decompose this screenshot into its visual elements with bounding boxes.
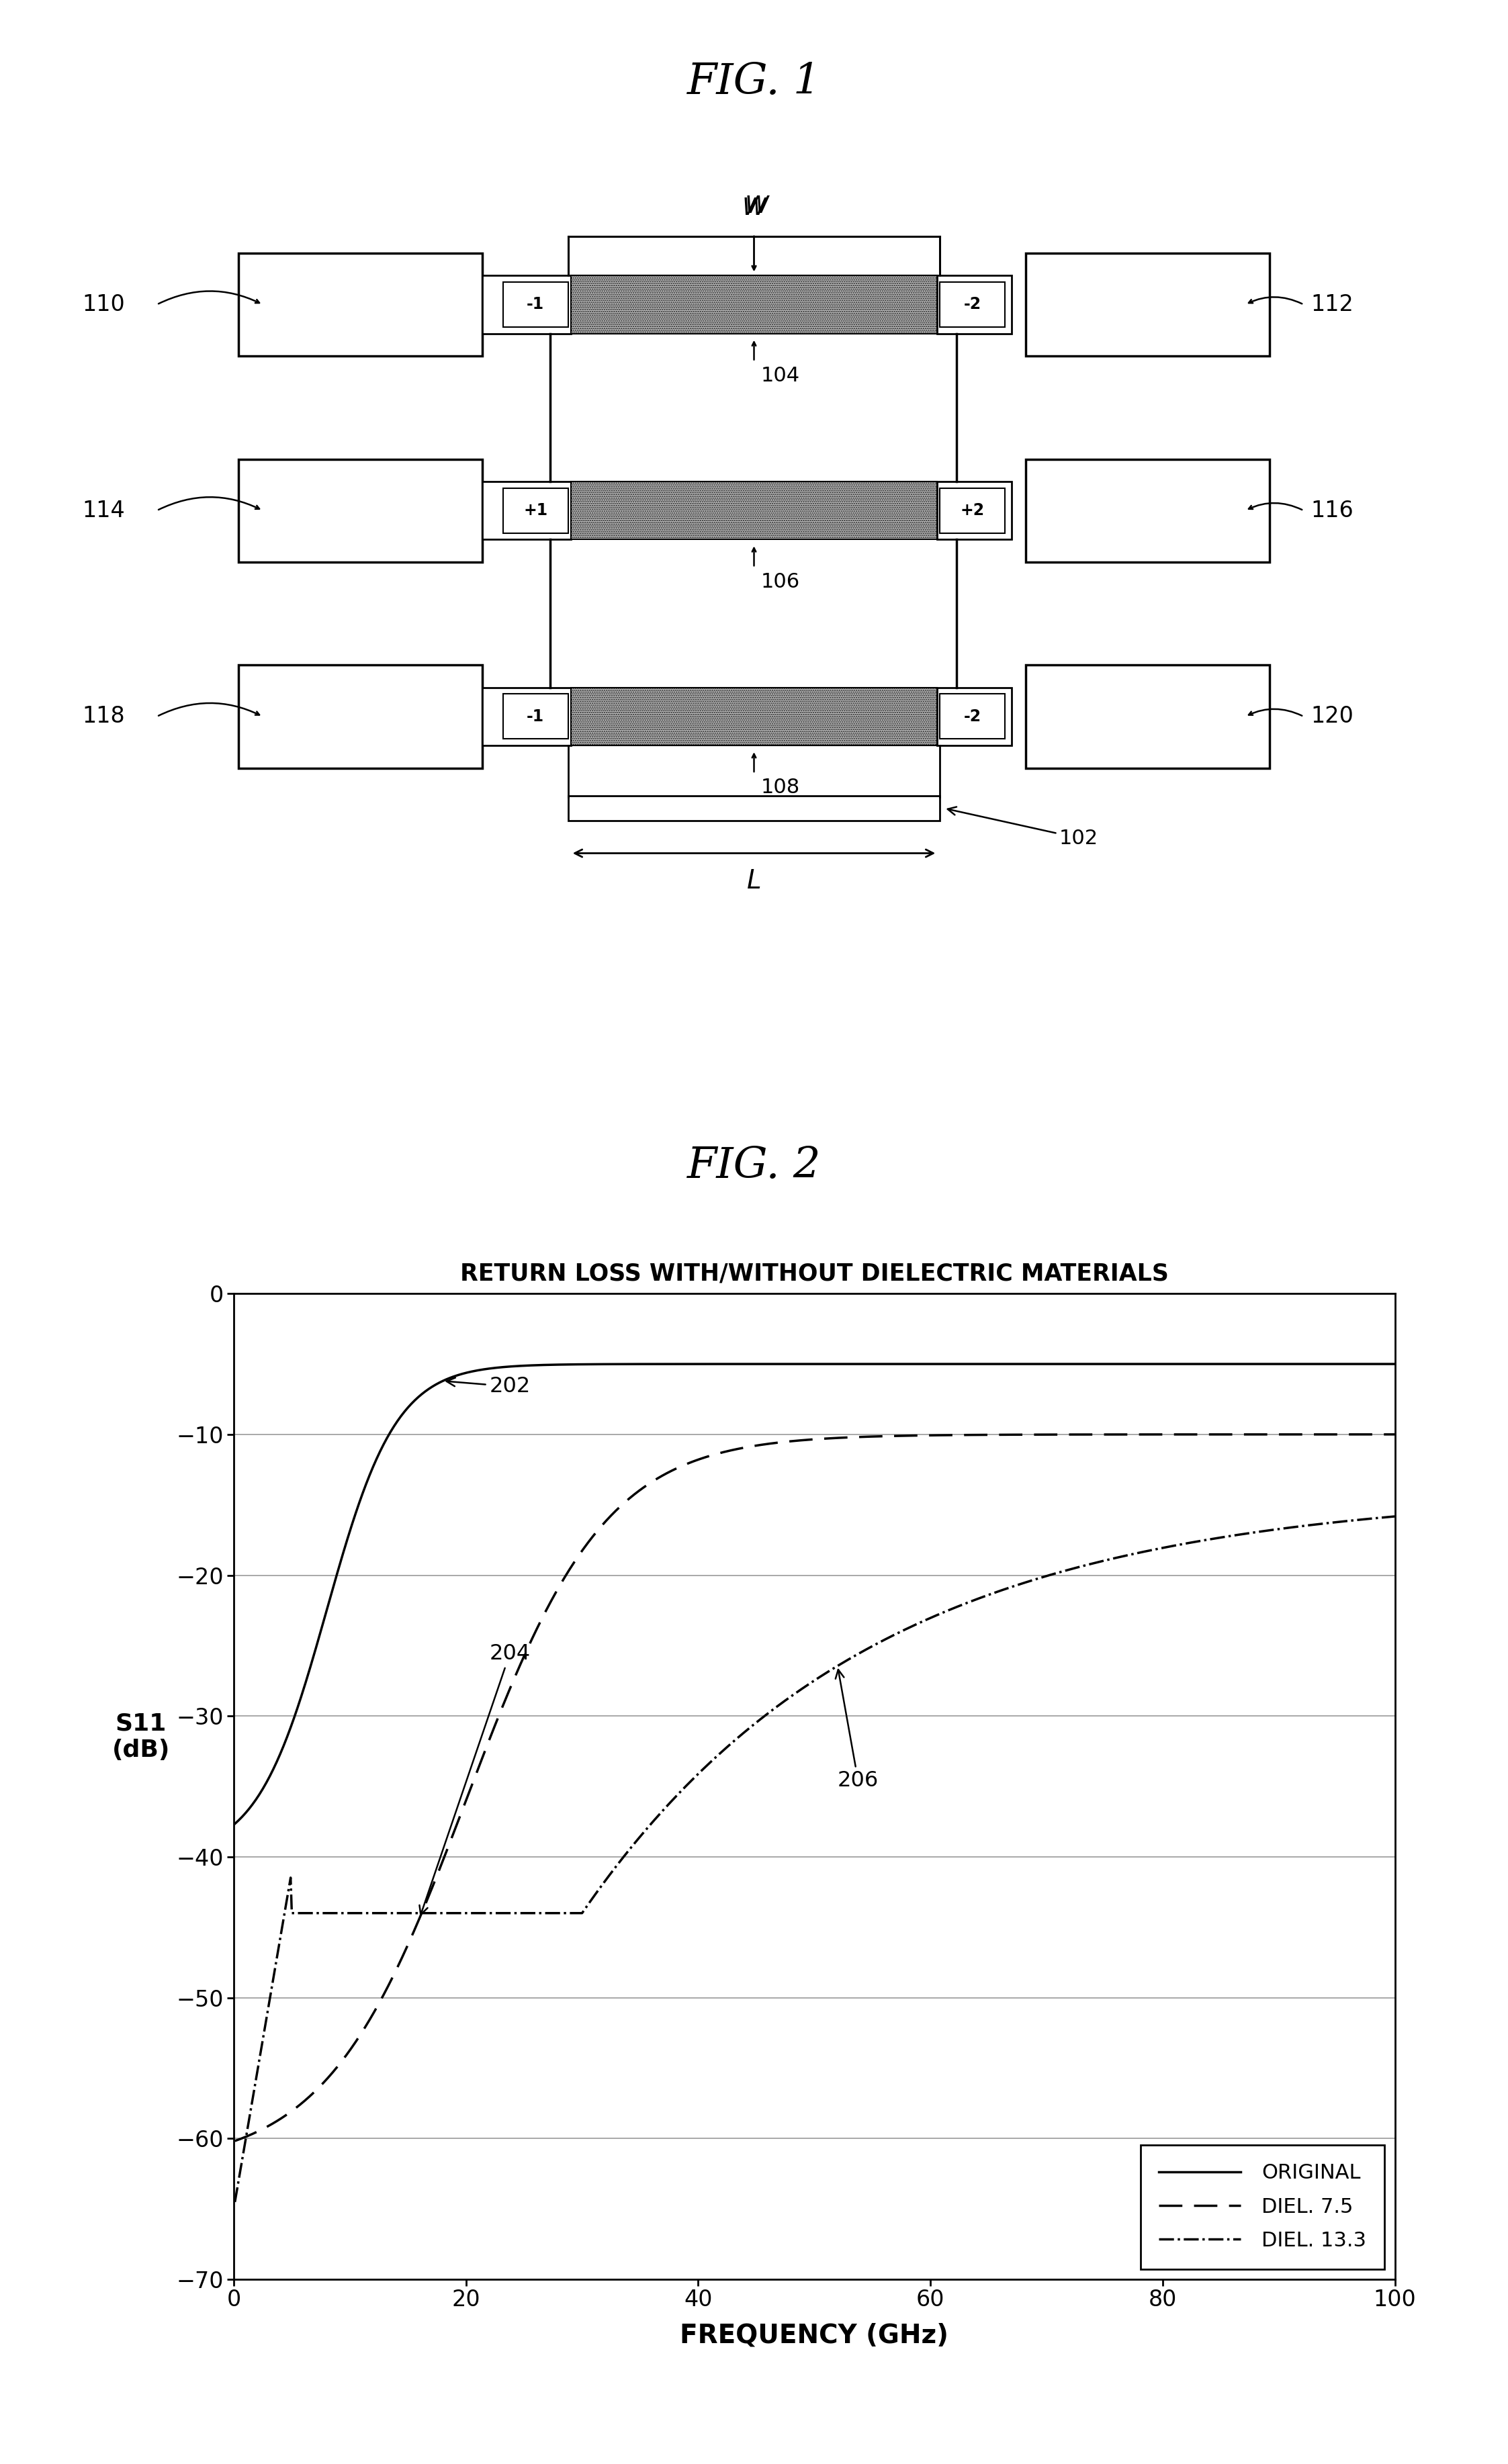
Bar <box>936 276 1012 333</box>
Bar <box>483 687 572 747</box>
ORIGINAL <box>344 1506 362 1535</box>
Bar <box>1025 254 1270 357</box>
Bar <box>504 695 569 739</box>
DIEL. 7.5 <box>226 2126 244 2156</box>
Text: +2: +2 <box>961 503 985 517</box>
ORIGINAL <box>226 1809 244 1838</box>
Bar <box>939 695 1004 739</box>
Text: 112: 112 <box>1310 293 1353 315</box>
Bar <box>504 281 569 328</box>
Bar <box>238 665 483 769</box>
Text: 104: 104 <box>760 367 799 384</box>
Text: 102: 102 <box>947 806 1098 848</box>
Bar <box>483 276 572 333</box>
Bar <box>1025 665 1270 769</box>
Text: L: L <box>746 870 762 894</box>
Bar <box>936 480 1012 540</box>
ORIGINAL <box>1022 1350 1041 1380</box>
Bar <box>504 488 569 532</box>
Text: 110: 110 <box>83 293 125 315</box>
DIEL. 13.3 <box>226 2188 244 2218</box>
Bar <box>572 276 936 333</box>
Legend: ORIGINAL, DIEL. 7.5, DIEL. 13.3: ORIGINAL, DIEL. 7.5, DIEL. 13.3 <box>1140 2144 1384 2269</box>
Bar <box>1025 458 1270 562</box>
Text: -2: -2 <box>964 710 982 724</box>
ORIGINAL <box>1151 1350 1169 1380</box>
Bar <box>572 687 936 747</box>
Bar <box>939 488 1004 532</box>
Line: DIEL. 13.3: DIEL. 13.3 <box>235 1515 1395 2203</box>
DIEL. 13.3 <box>344 1897 362 1927</box>
DIEL. 7.5 <box>1151 1419 1169 1449</box>
Text: W: W <box>745 195 769 217</box>
DIEL. 7.5 <box>1131 1419 1149 1449</box>
ORIGINAL <box>1131 1350 1149 1380</box>
Bar <box>238 254 483 357</box>
DIEL. 13.3 <box>1151 1533 1169 1562</box>
ORIGINAL <box>695 1350 713 1380</box>
DIEL. 13.3 <box>737 1717 756 1747</box>
Text: -2: -2 <box>964 296 982 313</box>
Text: 116: 116 <box>1310 500 1353 522</box>
Bar <box>483 480 572 540</box>
Line: ORIGINAL: ORIGINAL <box>235 1365 1395 1823</box>
Bar <box>572 480 936 540</box>
DIEL. 7.5 <box>344 2030 362 2060</box>
Text: 118: 118 <box>83 705 125 727</box>
Text: W: W <box>742 197 766 219</box>
Text: S11
(dB): S11 (dB) <box>112 1712 170 1762</box>
Text: +1: +1 <box>523 503 547 517</box>
Text: 204: 204 <box>419 1643 531 1915</box>
Text: 108: 108 <box>760 779 799 798</box>
Text: FIG. 1: FIG. 1 <box>688 62 820 103</box>
Bar <box>936 687 1012 747</box>
Text: 120: 120 <box>1310 705 1353 727</box>
ORIGINAL <box>737 1350 756 1380</box>
X-axis label: FREQUENCY (GHz): FREQUENCY (GHz) <box>680 2324 949 2348</box>
Text: 206: 206 <box>835 1671 879 1791</box>
DIEL. 13.3 <box>1022 1565 1041 1594</box>
DIEL. 7.5 <box>695 1444 713 1473</box>
DIEL. 7.5 <box>1022 1419 1041 1449</box>
Bar <box>238 458 483 562</box>
Bar <box>939 281 1004 328</box>
Text: FIG. 2: FIG. 2 <box>688 1146 820 1188</box>
Text: 202: 202 <box>446 1375 531 1397</box>
Text: 106: 106 <box>760 572 799 591</box>
Bar <box>569 796 939 821</box>
Text: -1: -1 <box>526 296 544 313</box>
Title: RETURN LOSS WITH/WITHOUT DIELECTRIC MATERIALS: RETURN LOSS WITH/WITHOUT DIELECTRIC MATE… <box>460 1262 1169 1286</box>
DIEL. 7.5 <box>737 1432 756 1461</box>
DIEL. 13.3 <box>695 1754 713 1784</box>
DIEL. 13.3 <box>1131 1538 1149 1567</box>
DIEL. 13.3 <box>1386 1501 1404 1530</box>
Text: -1: -1 <box>526 710 544 724</box>
Text: 114: 114 <box>83 500 125 522</box>
Line: DIEL. 7.5: DIEL. 7.5 <box>235 1434 1395 2141</box>
DIEL. 7.5 <box>1386 1419 1404 1449</box>
ORIGINAL <box>1386 1350 1404 1380</box>
